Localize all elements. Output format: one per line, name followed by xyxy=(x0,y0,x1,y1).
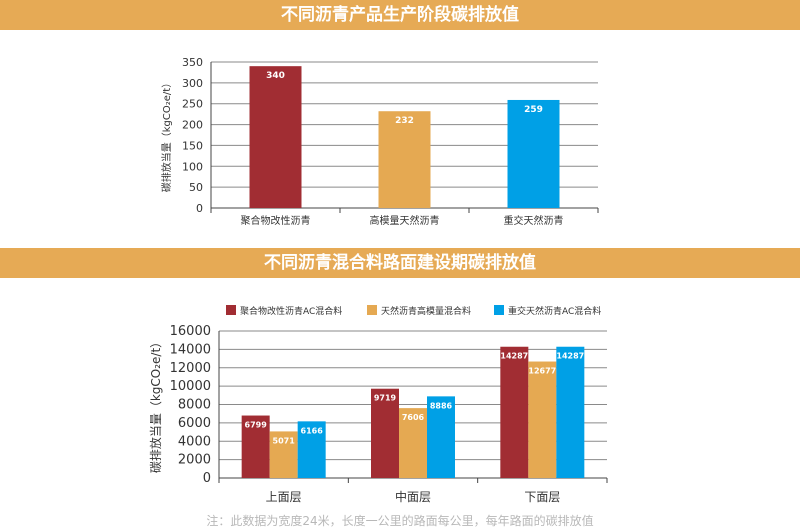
y-tick-label: 10000 xyxy=(170,379,211,394)
bar xyxy=(249,66,302,209)
bar xyxy=(528,361,557,478)
y-tick-label: 0 xyxy=(196,202,203,215)
y-tick-label: 16000 xyxy=(170,324,211,339)
x-category-label: 高模量天然沥青 xyxy=(370,214,440,227)
y-tick-label: 300 xyxy=(182,77,203,90)
legend-label: 聚合物改性沥青AC混合料 xyxy=(240,305,342,317)
x-category-label: 下面层 xyxy=(524,490,560,504)
y-tick-label: 350 xyxy=(182,56,203,69)
bar-value-label: 5071 xyxy=(273,436,296,445)
bar-value-label: 6799 xyxy=(245,421,268,430)
bar xyxy=(269,431,298,478)
legend-swatch xyxy=(226,305,236,315)
y-tick-label: 12000 xyxy=(170,361,211,376)
bar-value-label: 259 xyxy=(524,105,543,115)
legend-swatch xyxy=(494,305,504,315)
bar xyxy=(507,99,560,208)
x-category-label: 聚合物改性沥青 xyxy=(241,214,311,227)
y-tick-label: 100 xyxy=(182,160,203,173)
bar-value-label: 12677 xyxy=(528,367,556,376)
bar-value-label: 7606 xyxy=(402,413,425,422)
bar xyxy=(297,421,326,478)
bar-value-label: 6166 xyxy=(301,426,324,435)
bar xyxy=(378,111,431,208)
x-category-label: 上面层 xyxy=(266,490,302,504)
bar xyxy=(556,346,585,478)
bar-value-label: 14287 xyxy=(500,352,528,361)
bar-value-label: 9719 xyxy=(374,394,397,403)
y-tick-label: 200 xyxy=(182,119,203,132)
y-tick-label: 8000 xyxy=(178,398,211,413)
y-tick-label: 0 xyxy=(203,471,211,486)
y-tick-label: 4000 xyxy=(178,434,211,449)
x-category-label: 重交天然沥青 xyxy=(504,214,564,227)
y-tick-label: 50 xyxy=(189,181,203,194)
x-category-label: 中面层 xyxy=(395,489,431,504)
legend-label: 天然沥青高模量混合料 xyxy=(381,305,471,317)
y-axis-label: 碳排放当量（kgCO₂e/t） xyxy=(160,78,173,192)
bar xyxy=(500,346,529,478)
y-tick-label: 250 xyxy=(182,98,203,111)
y-axis-label: 碳排放当量（kgCO₂e/t） xyxy=(148,336,163,473)
bar-value-label: 8886 xyxy=(430,401,453,410)
banner-title-production: 不同沥青产品生产阶段碳排放值 xyxy=(0,0,800,30)
y-tick-label: 2000 xyxy=(178,453,211,468)
legend-swatch xyxy=(367,305,377,315)
banner-title-construction: 不同沥青混合料路面建设期碳排放值 xyxy=(0,248,800,278)
legend-label: 重交天然沥青AC混合料 xyxy=(508,305,601,317)
bar-value-label: 14287 xyxy=(556,352,584,361)
y-tick-label: 6000 xyxy=(178,416,211,431)
footnote: 注：此数据为宽度24米，长度一公里的路面每公里，每年路面的碳排放值 xyxy=(206,514,594,528)
bar-value-label: 232 xyxy=(395,116,414,126)
bar-value-label: 340 xyxy=(266,71,285,81)
y-tick-label: 150 xyxy=(182,139,203,152)
y-tick-label: 14000 xyxy=(170,342,211,357)
bar xyxy=(371,388,399,478)
bar xyxy=(399,408,427,478)
bar xyxy=(241,415,270,478)
bar xyxy=(427,396,455,478)
